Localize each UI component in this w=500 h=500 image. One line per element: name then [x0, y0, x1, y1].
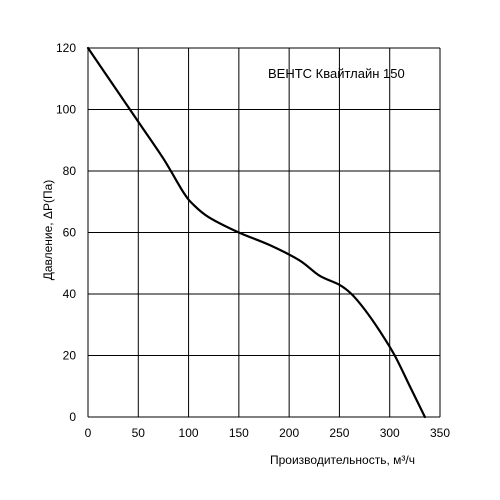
grid — [87, 47, 441, 418]
y-tick-label-4: 80 — [63, 164, 77, 178]
series-layer — [86, 46, 427, 419]
x-tick-label-0: 0 — [85, 426, 92, 440]
x-tick-label-7: 350 — [430, 426, 450, 440]
x-axis-label: Производительность, м³/ч — [270, 453, 415, 467]
x-tick-label-6: 300 — [380, 426, 400, 440]
x-tick-label-4: 200 — [279, 426, 299, 440]
y-tick-label-6: 120 — [56, 41, 76, 55]
series-line-0 — [86, 46, 427, 419]
y-axis-label: Давление, ΔP(Па) — [41, 180, 55, 281]
y-tick-label-2: 40 — [63, 287, 77, 301]
y-tick-label-0: 0 — [69, 410, 76, 424]
x-tick-label-2: 100 — [179, 426, 199, 440]
x-tick-label-3: 150 — [229, 426, 249, 440]
chart-title: ВЕНТС Квайтлайн 150 — [268, 66, 405, 81]
y-tick-label-1: 20 — [63, 349, 77, 363]
x-tick-label-5: 250 — [329, 426, 349, 440]
tick-labels: 0 50 100 150 200 250 300 350 0 20 40 60 80 100 120 — [56, 41, 450, 440]
y-tick-label-5: 100 — [56, 103, 76, 117]
y-tick-label-3: 60 — [63, 226, 77, 240]
x-tick-label-1: 50 — [132, 426, 146, 440]
